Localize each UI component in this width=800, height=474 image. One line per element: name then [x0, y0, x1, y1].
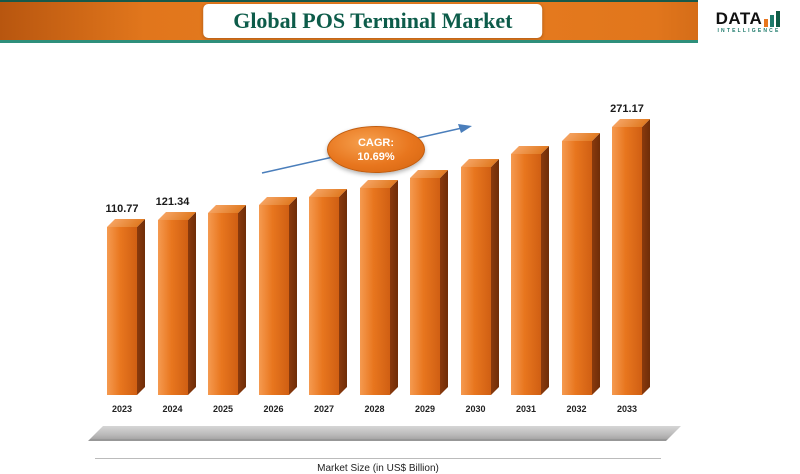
- bar-chart-icon: [764, 10, 781, 27]
- x-tick-2033: 2033: [616, 404, 638, 414]
- value-label-2024: 121.34: [155, 196, 190, 208]
- x-tick-2026: 2026: [263, 404, 284, 414]
- bar-2027: [309, 197, 339, 395]
- page-title: Global POS Terminal Market: [233, 8, 513, 33]
- bar-side-2030: [490, 159, 499, 395]
- bar-2028: [359, 188, 390, 395]
- header-bottom-line: [0, 40, 800, 43]
- chart-floor: [88, 426, 681, 441]
- bar-2026: [258, 205, 289, 395]
- bar-side-2031: [541, 146, 549, 395]
- value-label-2023: 110.77: [105, 203, 139, 215]
- cagr-label: CAGR:: [357, 136, 395, 149]
- bar-chart: 110.77 2023 121.34 2024 2025 2026 2027 2028 2029…: [0, 44, 800, 474]
- bar-side-2033: [642, 119, 650, 395]
- bar-2030: [460, 167, 491, 395]
- x-tick-2027: 2027: [313, 404, 335, 414]
- bar-side-2025: [238, 205, 246, 395]
- logo-name: DATA: [715, 8, 763, 28]
- x-tick-2030: 2030: [465, 404, 486, 414]
- bar-2025: [208, 213, 238, 395]
- bar-side-2023: [137, 219, 145, 395]
- title-box: Global POS Terminal Market: [203, 4, 543, 38]
- value-label-2033: 271.17: [610, 103, 644, 115]
- bar-side-2024: [187, 212, 196, 395]
- logo-tagline: INTELLIGENCE: [717, 27, 781, 34]
- x-tick-2028: 2028: [364, 404, 385, 414]
- x-tick-2031: 2031: [515, 404, 537, 414]
- bar-side-2027: [339, 189, 347, 395]
- cagr-badge: CAGR: 10.69%: [327, 126, 425, 173]
- bar-2033: [612, 127, 642, 395]
- bar-side-2032: [591, 133, 600, 395]
- bar-2023: [107, 227, 137, 395]
- bar-2031: [511, 154, 541, 395]
- bar-2029: [410, 178, 440, 395]
- x-tick-2025: 2025: [212, 404, 234, 414]
- header: Global POS Terminal Market: [0, 0, 800, 44]
- x-axis-line: [95, 458, 661, 459]
- x-tick-2032: 2032: [566, 404, 587, 414]
- brand-logo: DATA INTELLIGENCE: [698, 0, 800, 44]
- bar-2024: [157, 220, 188, 395]
- x-axis-caption: Market Size (in US$ Billion): [317, 463, 439, 474]
- bar-2032: [561, 141, 592, 395]
- bar-side-2029: [440, 170, 448, 395]
- x-tick-2023: 2023: [111, 404, 133, 414]
- header-top-line: [0, 0, 800, 2]
- x-tick-2029: 2029: [414, 404, 436, 414]
- bar-side-2028: [389, 180, 398, 395]
- logo-row: DATA: [715, 8, 783, 28]
- bar-side-2026: [288, 197, 297, 395]
- cagr-value: 10.69%: [357, 150, 395, 163]
- x-tick-2024: 2024: [162, 404, 183, 414]
